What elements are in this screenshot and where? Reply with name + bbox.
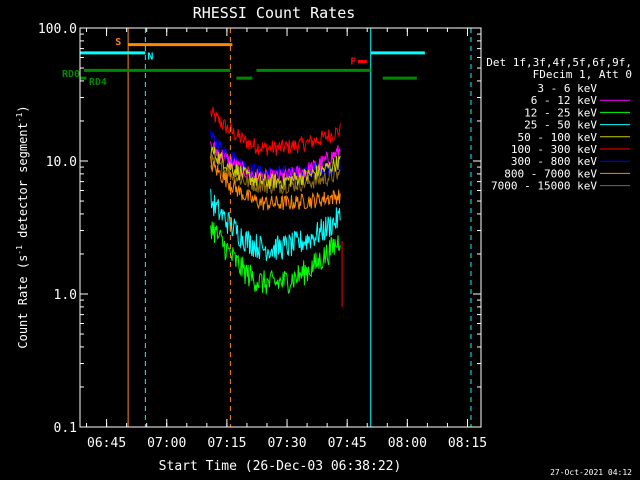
axis-layer: 0.1 1.0 10.0 100.0 06:45 07:00 07:15 07:30 07:45…	[38, 22, 487, 451]
x-tick-label: 07:45	[328, 436, 367, 451]
legend: Det 1f,3f,4f,5f,6f,9f, FDecim 1, Att 0 3…	[486, 56, 632, 193]
chart-title: RHESSI Count Rates	[193, 4, 356, 22]
series-line-50-100-kev	[210, 146, 341, 190]
x-tick-label: 08:00	[388, 436, 427, 451]
legend-label-50-100-kev: 50 - 100 keV	[518, 131, 598, 144]
x-tick-label: 06:45	[87, 436, 126, 451]
flag-label-n: N	[147, 52, 153, 63]
x-tick-label: 07:15	[207, 436, 246, 451]
legend-label-12-25-kev: 12 - 25 keV	[524, 106, 597, 119]
plot-frame	[79, 27, 482, 428]
legend-label-3-6-kev: 3 - 6 keV	[537, 82, 597, 95]
x-tick-label: 08:15	[448, 436, 487, 451]
y-tick-label: 0.1	[54, 421, 77, 436]
x-axis-label: Start Time (26-Dec-03 06:38:22)	[159, 459, 402, 474]
y-tick-label: 10.0	[46, 155, 77, 170]
flag-layer: S N F RD0 RD4	[62, 28, 472, 427]
x-tick-label: 07:30	[267, 436, 306, 451]
y-tick-label: 1.0	[54, 288, 77, 303]
flag-label-rd4: RD4	[89, 77, 107, 88]
legend-label-7000-15000-kev: 7000 - 15000 keV	[491, 180, 597, 193]
series-line-3-6-kev	[210, 125, 341, 175]
legend-label-800-7000-kev: 800 - 7000 keV	[504, 167, 597, 180]
y-tick-label: 100.0	[38, 22, 77, 37]
legend-label-100-300-kev: 100 - 300 keV	[511, 143, 597, 156]
flag-label-f: F	[350, 56, 356, 67]
legend-label-300-800-kev: 300 - 800 keV	[511, 155, 597, 168]
flag-label-rd0: RD0	[62, 69, 80, 80]
y-axis-label: Count Rate (s-1 detector segment-1)	[15, 105, 30, 348]
flag-label-s: S	[115, 37, 121, 48]
series-line-800-7000-kev	[210, 157, 341, 211]
x-tick-label: 07:00	[147, 436, 186, 451]
series-line-25-50-kev	[210, 188, 341, 261]
footer-date: 27-Oct-2021 04:12	[550, 468, 632, 477]
legend-header-line-2: FDecim 1, Att 0	[533, 68, 632, 81]
legend-label-6-12-kev: 6 - 12 keV	[531, 94, 598, 107]
legend-header-line-1: Det 1f,3f,4f,5f,6f,9f,	[486, 56, 632, 69]
series-line-100-300-kev	[210, 106, 341, 156]
series-line-12-25-kev	[210, 221, 341, 295]
legend-label-25-50-kev: 25 - 50 keV	[524, 119, 597, 132]
data-layer	[210, 106, 343, 382]
